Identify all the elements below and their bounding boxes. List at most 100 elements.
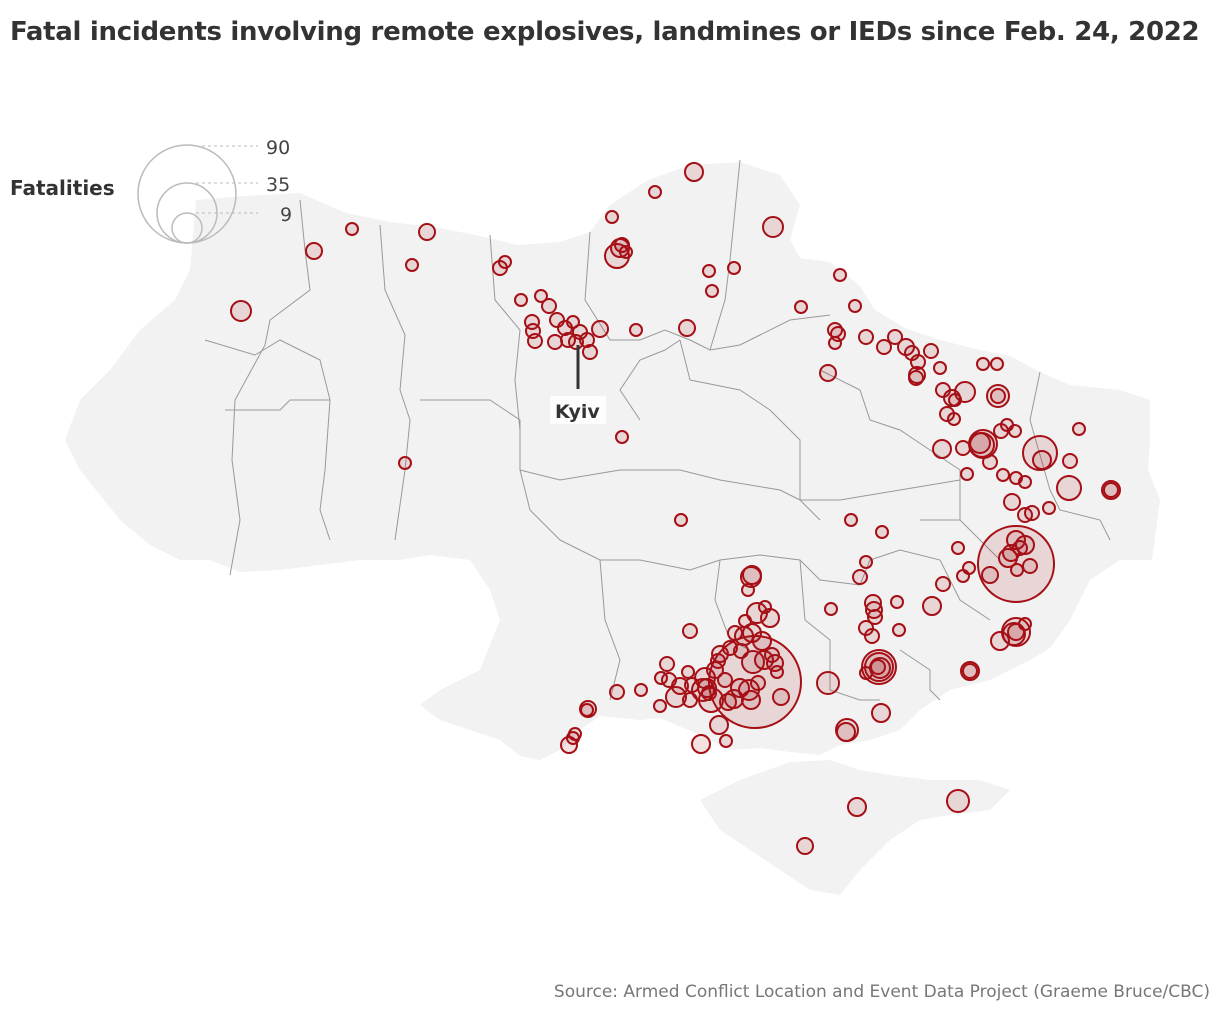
- incident-bubble: [933, 361, 947, 375]
- incident-bubble: [836, 722, 856, 742]
- kyiv-annotation: Kyiv: [550, 345, 606, 424]
- incident-bubble: [1018, 475, 1032, 489]
- incident-bubble: [990, 357, 1004, 371]
- incident-bubble: [935, 576, 951, 592]
- incident-bubble: [864, 628, 880, 644]
- incident-bubble: [858, 329, 874, 345]
- incident-bubble: [659, 656, 675, 672]
- legend-value-35: 35: [266, 174, 290, 196]
- incident-bubble: [701, 685, 717, 701]
- incident-bubble: [678, 319, 696, 337]
- legend-value-90: 90: [266, 137, 290, 159]
- incident-bubble: [844, 513, 858, 527]
- incident-bubble: [605, 210, 619, 224]
- incident-bubble: [514, 293, 528, 307]
- incident-bubble: [634, 683, 648, 697]
- incident-bubble: [859, 555, 873, 569]
- incident-bubble: [534, 289, 548, 303]
- incident-bubble: [1003, 493, 1021, 511]
- incident-bubble: [859, 666, 873, 680]
- incident-bubble: [947, 412, 961, 426]
- incident-bubble: [710, 653, 726, 669]
- incident-bubble: [824, 602, 838, 616]
- incident-bubble: [654, 671, 668, 685]
- incident-bubble: [754, 650, 774, 670]
- incident-bubble: [982, 454, 998, 470]
- incident-bubble: [727, 261, 741, 275]
- incident-bubble: [770, 665, 784, 679]
- incident-bubble: [1032, 450, 1052, 470]
- incident-bubble: [648, 185, 662, 199]
- incident-bubble: [1042, 501, 1056, 515]
- incident-bubble: [948, 393, 962, 407]
- legend-value-9: 9: [280, 204, 292, 226]
- incident-bubble: [828, 336, 842, 350]
- incident-bubble: [752, 631, 772, 651]
- incident-bubble: [398, 456, 412, 470]
- incident-bubble: [969, 432, 991, 454]
- chart-title: Fatal incidents involving remote explosi…: [10, 17, 1200, 47]
- incident-bubble: [682, 692, 698, 708]
- incident-bubble: [1008, 424, 1022, 438]
- incident-bubble: [665, 686, 687, 708]
- incident-bubble: [1072, 422, 1086, 436]
- incident-bubble: [579, 332, 595, 348]
- incident-bubble: [591, 320, 609, 338]
- incident-bubble: [962, 663, 978, 679]
- incident-bubble: [566, 315, 580, 329]
- incident-bubble: [609, 684, 625, 700]
- incident-bubble: [887, 329, 903, 345]
- incident-bubble: [1062, 453, 1078, 469]
- size-legend: Fatalities 90 35 9: [10, 137, 292, 244]
- incident-bubble: [717, 672, 733, 688]
- incident-bubble: [684, 162, 704, 182]
- incident-bubble: [706, 661, 724, 679]
- incident-bubble: [951, 541, 965, 555]
- incident-bubble: [730, 678, 750, 698]
- incident-bubble: [910, 354, 926, 370]
- incident-bubble: [890, 595, 904, 609]
- incident-bubble: [702, 264, 716, 278]
- incident-bubble: [764, 647, 780, 663]
- incident-bubble: [876, 339, 892, 355]
- incident-bubble: [981, 566, 999, 584]
- incident-bubble: [833, 268, 847, 282]
- incident-bubble: [892, 623, 906, 637]
- incident-bubble: [990, 631, 1010, 651]
- incident-bubble: [681, 665, 695, 679]
- country-shape: [65, 162, 1160, 760]
- incident-bubble: [719, 734, 733, 748]
- incident-bubble: [345, 222, 359, 236]
- incident-bubble: [908, 370, 924, 386]
- incident-bubble: [1022, 558, 1038, 574]
- incident-bubble: [566, 731, 580, 745]
- incident-bubble: [1018, 617, 1032, 631]
- incident-bubble: [629, 323, 643, 337]
- incident-bubble: [867, 609, 883, 625]
- incident-bubble: [847, 797, 867, 817]
- incident-bubble: [682, 623, 698, 639]
- incident-bubble: [1010, 563, 1024, 577]
- incident-bubble: [722, 640, 738, 656]
- incident-bubble: [848, 299, 862, 313]
- incident-bubble: [1012, 540, 1028, 556]
- incident-bubble: [691, 734, 711, 754]
- incident-bubble: [541, 298, 557, 314]
- incident-bubble: [709, 715, 729, 735]
- source-note: Source: Armed Conflict Location and Even…: [553, 982, 1210, 1002]
- region-borders: [204, 159, 1111, 701]
- incident-bubble: [990, 388, 1006, 404]
- crimea-shape: [700, 760, 1010, 895]
- incident-bubble: [738, 614, 752, 628]
- incident-bubble: [932, 439, 952, 459]
- incident-bubble: [922, 596, 942, 616]
- incident-bubble: [923, 343, 939, 359]
- incident-bubble: [962, 561, 976, 575]
- incident-bubble: [615, 430, 629, 444]
- incident-bubble: [1103, 482, 1119, 498]
- incident-bubble: [946, 789, 970, 813]
- incident-bubble: [619, 245, 633, 259]
- incident-bubble: [742, 565, 762, 585]
- incident-bubble: [498, 255, 512, 269]
